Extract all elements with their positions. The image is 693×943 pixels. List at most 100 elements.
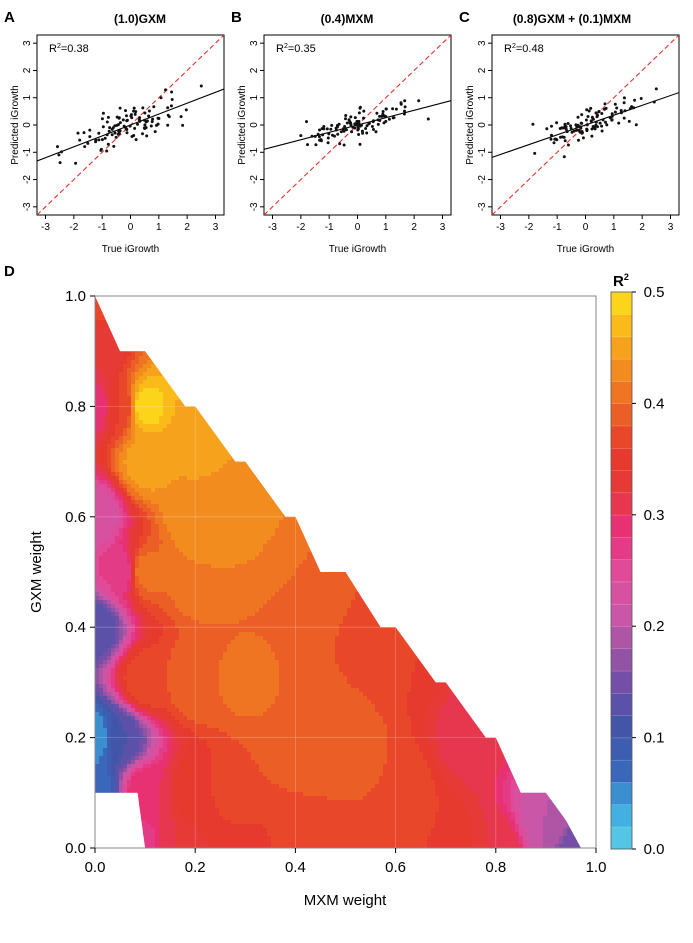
- contour-cell: [419, 640, 424, 645]
- contour-cell: [139, 356, 144, 361]
- contour-cell: [203, 484, 208, 489]
- contour-cell: [235, 580, 240, 585]
- contour-cell: [183, 560, 188, 565]
- data-point: [632, 106, 636, 110]
- contour-cell: [219, 488, 224, 493]
- contour-cell: [147, 592, 152, 597]
- contour-cell: [227, 500, 232, 505]
- contour-cell: [235, 612, 240, 617]
- contour-cell: [319, 508, 324, 513]
- contour-cell: [119, 544, 124, 549]
- contour-cell: [107, 444, 112, 449]
- contour-cell: [103, 376, 108, 381]
- contour-cell: [207, 400, 212, 405]
- contour-cell: [155, 500, 160, 505]
- contour-cell: [135, 320, 140, 325]
- contour-cell: [203, 564, 208, 569]
- contour-cell: [227, 412, 232, 417]
- contour-cell: [371, 568, 376, 573]
- contour-cell: [99, 380, 104, 385]
- contour-cell: [151, 628, 156, 633]
- contour-cell: [155, 632, 160, 637]
- contour-cell: [391, 632, 396, 637]
- contour-cell: [99, 584, 104, 589]
- contour-cell: [243, 484, 248, 489]
- contour-cell: [163, 596, 168, 601]
- contour-cell: [103, 388, 108, 393]
- contour-cell: [231, 624, 236, 629]
- contour-cell: [183, 652, 188, 657]
- contour-cell: [235, 472, 240, 477]
- contour-cell: [315, 624, 320, 629]
- contour-cell: [139, 420, 144, 425]
- contour-cell: [95, 528, 100, 533]
- contour-cell: [183, 552, 188, 557]
- contour-cell: [115, 456, 120, 461]
- contour-cell: [199, 560, 204, 565]
- contour-cell: [231, 568, 236, 573]
- contour-cell: [343, 596, 348, 601]
- contour-cell: [315, 496, 320, 501]
- data-point: [550, 124, 553, 128]
- contour-cell: [399, 620, 404, 625]
- contour-cell: [107, 648, 112, 653]
- contour-cell: [111, 364, 116, 369]
- contour-cell: [127, 340, 132, 345]
- contour-cell: [167, 432, 172, 437]
- contour-cell: [303, 608, 308, 613]
- contour-cell: [163, 500, 168, 505]
- contour-cell: [375, 592, 380, 597]
- contour-cell: [171, 552, 176, 557]
- contour-cell: [175, 376, 180, 381]
- contour-cell: [299, 508, 304, 513]
- contour-cell: [155, 372, 160, 377]
- contour-cell: [147, 332, 152, 337]
- contour-cell: [195, 484, 200, 489]
- contour-cell: [103, 316, 108, 321]
- contour-cell: [167, 340, 172, 345]
- contour-cell: [255, 620, 260, 625]
- contour-cell: [227, 456, 232, 461]
- regression-line: [264, 100, 451, 150]
- contour-cell: [267, 644, 272, 649]
- contour-cell: [215, 540, 220, 545]
- contour-cell: [99, 452, 104, 457]
- contour-cell: [139, 644, 144, 649]
- contour-cell: [123, 448, 128, 453]
- contour-cell: [255, 560, 260, 565]
- contour-cell: [319, 512, 324, 517]
- contour-cell: [327, 556, 332, 561]
- data-point: [391, 107, 395, 111]
- contour-cell: [239, 568, 244, 573]
- contour-cell: [99, 628, 104, 633]
- contour-cell: [167, 372, 172, 377]
- contour-cell: [127, 328, 132, 333]
- contour-cell: [279, 556, 284, 561]
- contour-cell: [139, 336, 144, 341]
- contour-cell: [279, 628, 284, 633]
- data-point: [132, 109, 136, 113]
- contour-cell: [159, 608, 164, 613]
- contour-cell: [331, 580, 336, 585]
- data-point: [76, 131, 80, 135]
- contour-cell: [159, 648, 164, 653]
- contour-cell: [323, 568, 328, 573]
- contour-cell: [203, 624, 208, 629]
- data-point: [118, 106, 122, 110]
- y-axis-label: Predicted iGrowth: [237, 85, 248, 164]
- contour-cell: [111, 556, 116, 561]
- contour-cell: [111, 592, 116, 597]
- contour-cell: [323, 552, 328, 557]
- contour-cell: [335, 576, 340, 581]
- contour-cell: [99, 456, 104, 461]
- contour-cell: [247, 500, 252, 505]
- contour-cell: [143, 596, 148, 601]
- contour-cell: [147, 540, 152, 545]
- contour-cell: [139, 368, 144, 373]
- contour-cell: [331, 608, 336, 613]
- contour-cell: [291, 556, 296, 561]
- contour-cell: [303, 552, 308, 557]
- contour-cell: [371, 608, 376, 613]
- contour-cell: [223, 648, 228, 653]
- contour-cell: [203, 440, 208, 445]
